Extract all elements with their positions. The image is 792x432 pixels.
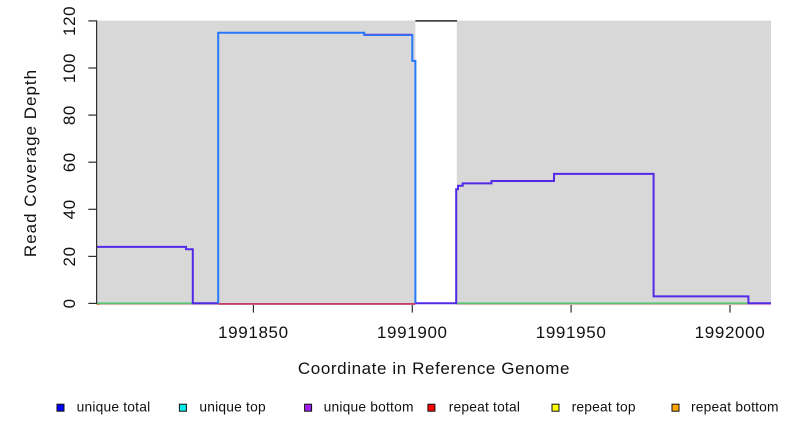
svg-text:1992000: 1992000 — [695, 323, 766, 342]
svg-text:unique top: unique top — [199, 399, 266, 414]
svg-text:1991900: 1991900 — [377, 323, 448, 342]
svg-text:Coordinate in Reference Genome: Coordinate in Reference Genome — [298, 359, 570, 378]
svg-text:1991950: 1991950 — [536, 323, 607, 342]
svg-text:unique bottom: unique bottom — [324, 399, 414, 414]
svg-text:60: 60 — [60, 152, 79, 172]
svg-text:Read Coverage Depth: Read Coverage Depth — [21, 69, 40, 257]
svg-text:20: 20 — [60, 246, 79, 266]
svg-text:repeat bottom: repeat bottom — [691, 399, 779, 414]
svg-text:repeat total: repeat total — [449, 399, 520, 414]
svg-text:repeat top: repeat top — [572, 399, 636, 414]
svg-text:40: 40 — [60, 199, 79, 219]
svg-text:1991850: 1991850 — [218, 323, 289, 342]
svg-text:0: 0 — [60, 298, 79, 308]
svg-text:100: 100 — [60, 53, 79, 83]
svg-text:unique total: unique total — [77, 399, 151, 414]
svg-text:80: 80 — [60, 105, 79, 125]
svg-text:120: 120 — [60, 6, 79, 36]
